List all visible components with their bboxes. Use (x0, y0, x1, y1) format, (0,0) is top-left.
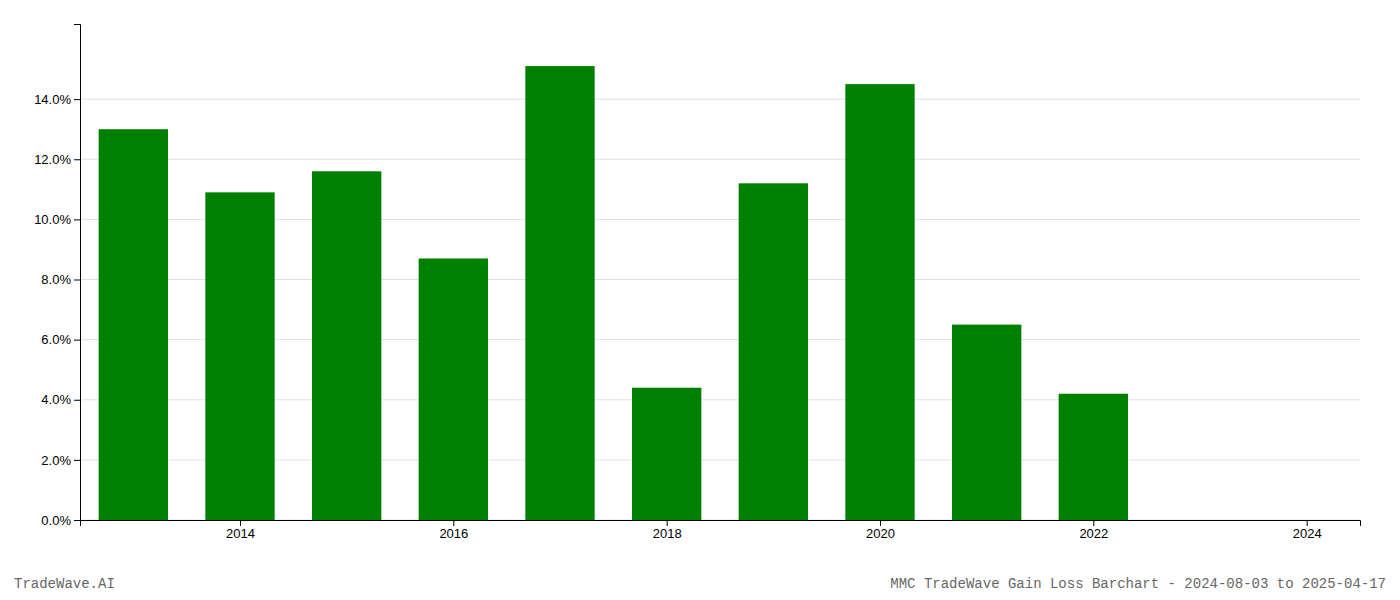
y-tick-label: 12.0% (34, 152, 71, 167)
bar (952, 325, 1021, 520)
y-tick: 10.0% (34, 212, 80, 227)
x-axis-line (81, 521, 1361, 527)
y-tick: 0.0% (41, 513, 80, 528)
y-tick-label: 10.0% (34, 212, 71, 227)
y-tick-mark (74, 460, 80, 461)
y-tick-label: 0.0% (41, 513, 71, 528)
y-tick-label: 2.0% (41, 453, 71, 468)
x-tick: 2022 (1079, 520, 1108, 541)
y-tick: 14.0% (34, 92, 80, 107)
y-tick-mark (74, 520, 80, 521)
x-tick-label: 2022 (1079, 526, 1108, 541)
y-tick-mark (74, 340, 80, 341)
bar (525, 66, 594, 520)
y-tick-mark (74, 159, 80, 160)
y-tick-mark (74, 400, 80, 401)
y-tick-mark (74, 219, 80, 220)
y-tick: 2.0% (41, 453, 80, 468)
x-tick-label: 2020 (866, 526, 895, 541)
x-tick: 2024 (1293, 520, 1322, 541)
y-tick-mark (74, 99, 80, 100)
bar (632, 388, 701, 520)
x-tick: 2018 (653, 520, 682, 541)
x-tick-label: 2016 (439, 526, 468, 541)
bar (739, 183, 808, 520)
x-tick-mark (1307, 520, 1308, 526)
x-tick: 2020 (866, 520, 895, 541)
grid (80, 99, 1360, 520)
grid-line (80, 159, 1360, 160)
x-tick-mark (1093, 520, 1094, 526)
grid-line (80, 99, 1360, 100)
chart: 2014 2016 2018 2020 2022 2024 0.0% 2.0% 4.0% 6.0%… (0, 0, 1400, 600)
x-tick: 2016 (439, 520, 468, 541)
x-tick-label: 2024 (1293, 526, 1322, 541)
y-tick-label: 6.0% (41, 332, 71, 347)
plot: 2014 2016 2018 2020 2022 2024 0.0% 2.0% 4.0% 6.0%… (34, 25, 1360, 542)
x-tick-label: 2018 (653, 526, 682, 541)
annotation: MMC TradeWave Gain Loss Barchart - 2024-… (890, 576, 1386, 592)
bar (99, 129, 168, 520)
x-tick-mark (240, 520, 241, 526)
y-tick: 12.0% (34, 152, 80, 167)
bar (845, 84, 914, 520)
bar (205, 192, 274, 520)
y-tick: 8.0% (41, 272, 80, 287)
x-tick-label: 2014 (226, 526, 255, 541)
y-tick-mark (74, 280, 80, 281)
y-tick-label: 8.0% (41, 272, 71, 287)
bar (419, 258, 488, 520)
y-tick-label: 14.0% (34, 92, 71, 107)
x-tick-mark (667, 520, 668, 526)
y-tick-label: 4.0% (41, 392, 71, 407)
y-axis: 0.0% 2.0% 4.0% 6.0% 8.0% 10.0% 12.0% 14.0% (34, 25, 80, 528)
bars (99, 66, 1128, 520)
x-tick: 2014 (226, 520, 255, 541)
x-axis: 2014 2016 2018 2020 2022 2024 (81, 520, 1361, 541)
y-tick: 4.0% (41, 392, 80, 407)
annotation: TradeWave.AI (14, 576, 115, 592)
y-tick: 6.0% (41, 332, 80, 347)
x-tick-mark (880, 520, 881, 526)
bar (312, 171, 381, 520)
x-tick-mark (453, 520, 454, 526)
y-axis-line (74, 25, 81, 521)
bar (1059, 394, 1128, 520)
